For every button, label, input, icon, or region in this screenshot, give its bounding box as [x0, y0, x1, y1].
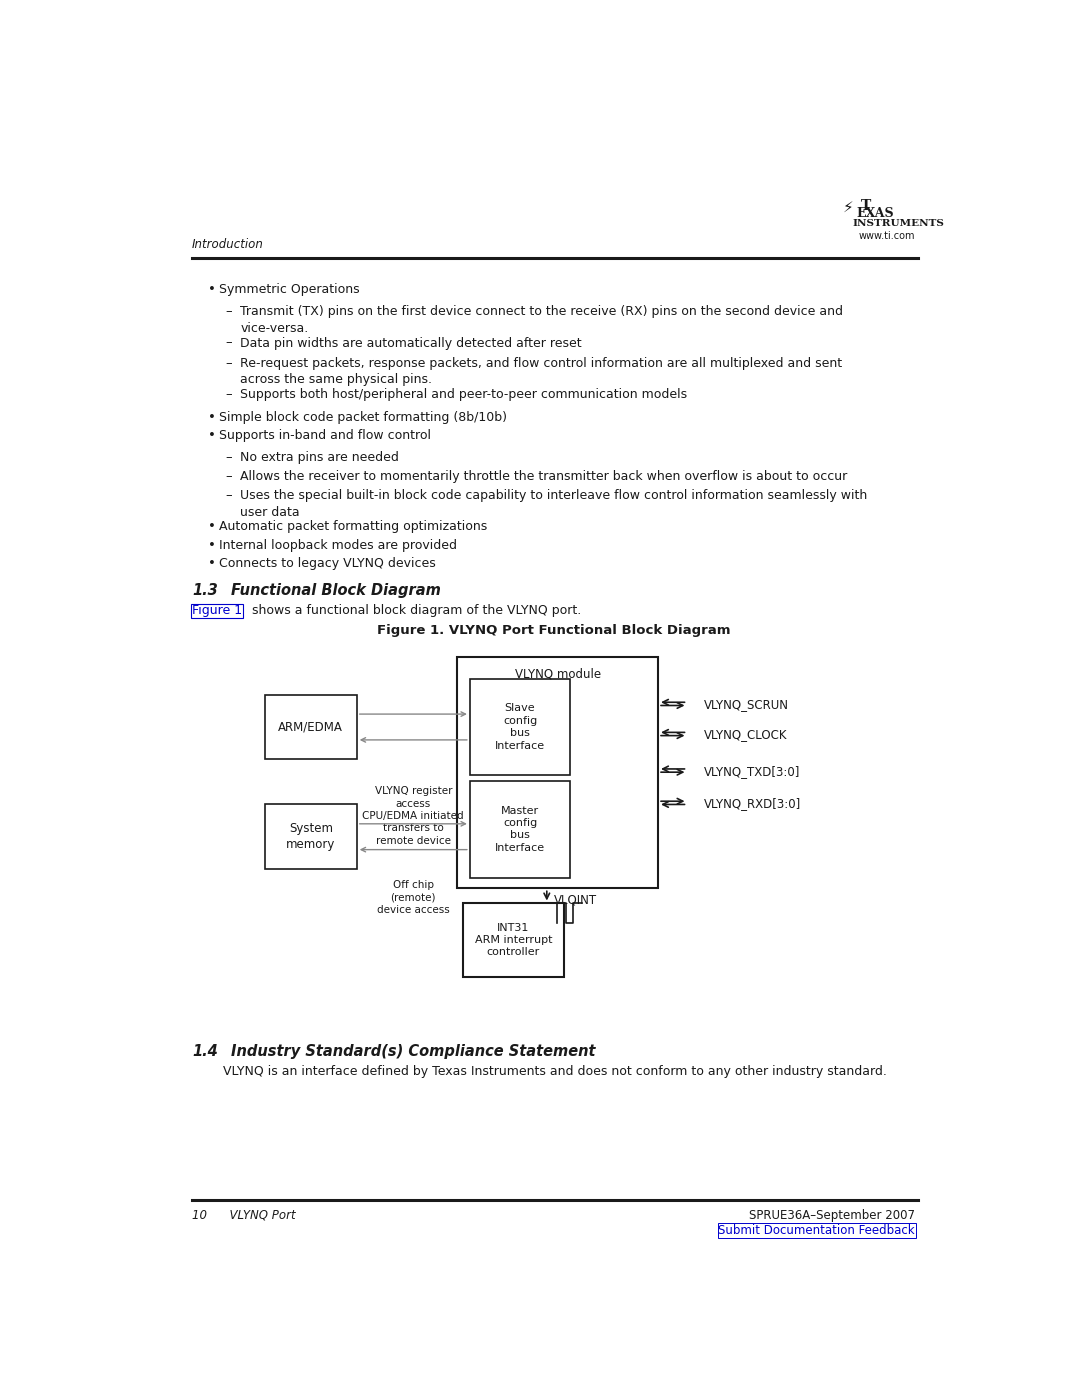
FancyBboxPatch shape: [457, 657, 658, 888]
Text: Slave
config
bus
Interface: Slave config bus Interface: [495, 704, 545, 750]
Text: Off chip
(remote)
device access: Off chip (remote) device access: [377, 880, 449, 915]
Text: VLYNQ register
access
CPU/EDMA initiated
transfers to
remote device: VLYNQ register access CPU/EDMA initiated…: [363, 787, 464, 845]
FancyBboxPatch shape: [470, 781, 570, 877]
Text: Automatic packet formatting optimizations: Automatic packet formatting optimization…: [218, 521, 487, 534]
Text: Introduction: Introduction: [192, 237, 264, 251]
Text: Data pin widths are automatically detected after reset: Data pin widths are automatically detect…: [241, 337, 582, 349]
Text: System
memory: System memory: [286, 823, 336, 851]
Text: Master
config
bus
Interface: Master config bus Interface: [495, 806, 545, 852]
Text: Internal loopback modes are provided: Internal loopback modes are provided: [218, 539, 457, 552]
Text: –: –: [226, 388, 232, 401]
Text: Simple block code packet formatting (8b/10b): Simple block code packet formatting (8b/…: [218, 411, 507, 423]
Text: Connects to legacy VLYNQ devices: Connects to legacy VLYNQ devices: [218, 557, 435, 570]
Text: –: –: [226, 358, 232, 370]
Text: VLQINT: VLQINT: [554, 894, 596, 907]
Text: Figure 1. VLYNQ Port Functional Block Diagram: Figure 1. VLYNQ Port Functional Block Di…: [377, 623, 730, 637]
Text: ARM/EDMA: ARM/EDMA: [279, 721, 343, 733]
Text: •: •: [208, 521, 216, 534]
Text: –: –: [226, 451, 232, 464]
Text: 1.4: 1.4: [192, 1045, 218, 1059]
FancyBboxPatch shape: [265, 805, 356, 869]
Text: •: •: [208, 429, 216, 441]
Text: T: T: [861, 198, 870, 212]
Text: Symmetric Operations: Symmetric Operations: [218, 282, 360, 296]
FancyBboxPatch shape: [265, 694, 356, 760]
Text: 10      VLYNQ Port: 10 VLYNQ Port: [192, 1208, 296, 1222]
Text: INT31
ARM interrupt
controller: INT31 ARM interrupt controller: [474, 922, 552, 957]
Text: shows a functional block diagram of the VLYNQ port.: shows a functional block diagram of the …: [248, 605, 581, 617]
Text: VLYNQ is an interface defined by Texas Instruments and does not conform to any o: VLYNQ is an interface defined by Texas I…: [222, 1065, 887, 1077]
Text: –: –: [226, 306, 232, 319]
FancyBboxPatch shape: [463, 904, 564, 977]
Text: VLYNQ_CLOCK: VLYNQ_CLOCK: [704, 728, 787, 740]
Text: INSTRUMENTS: INSTRUMENTS: [852, 219, 944, 228]
Text: •: •: [208, 557, 216, 570]
Text: 1.3: 1.3: [192, 583, 218, 598]
Text: •: •: [208, 539, 216, 552]
Text: Supports both host/peripheral and peer-to-peer communication models: Supports both host/peripheral and peer-t…: [241, 388, 688, 401]
Text: –: –: [226, 469, 232, 483]
Text: VLYNQ_RXD[3:0]: VLYNQ_RXD[3:0]: [704, 796, 801, 810]
Text: Supports in-band and flow control: Supports in-band and flow control: [218, 429, 431, 441]
Text: Figure 1: Figure 1: [192, 605, 242, 617]
Text: Submit Documentation Feedback: Submit Documentation Feedback: [718, 1224, 915, 1236]
Text: Transmit (TX) pins on the first device connect to the receive (RX) pins on the s: Transmit (TX) pins on the first device c…: [241, 306, 843, 335]
Text: Re-request packets, response packets, and flow control information are all multi: Re-request packets, response packets, an…: [241, 358, 842, 387]
Text: SPRUE36A–September 2007: SPRUE36A–September 2007: [750, 1208, 915, 1222]
Text: Allows the receiver to momentarily throttle the transmitter back when overflow i: Allows the receiver to momentarily throt…: [241, 469, 848, 483]
Text: www.ti.com: www.ti.com: [859, 231, 916, 242]
Text: Functional Block Diagram: Functional Block Diagram: [231, 583, 441, 598]
Text: VLYNQ_TXD[3:0]: VLYNQ_TXD[3:0]: [704, 764, 800, 778]
Text: ⚡: ⚡: [842, 200, 853, 215]
Text: VLYNQ module: VLYNQ module: [515, 668, 600, 680]
Text: –: –: [226, 337, 232, 349]
Text: Industry Standard(s) Compliance Statement: Industry Standard(s) Compliance Statemen…: [231, 1045, 596, 1059]
FancyBboxPatch shape: [470, 679, 570, 775]
Text: •: •: [208, 282, 216, 296]
Text: EXAS: EXAS: [856, 207, 894, 221]
Text: –: –: [226, 489, 232, 503]
Text: Uses the special built-in block code capability to interleave flow control infor: Uses the special built-in block code cap…: [241, 489, 867, 518]
Text: VLYNQ_SCRUN: VLYNQ_SCRUN: [704, 698, 789, 711]
Text: •: •: [208, 411, 216, 423]
Text: No extra pins are needed: No extra pins are needed: [241, 451, 400, 464]
